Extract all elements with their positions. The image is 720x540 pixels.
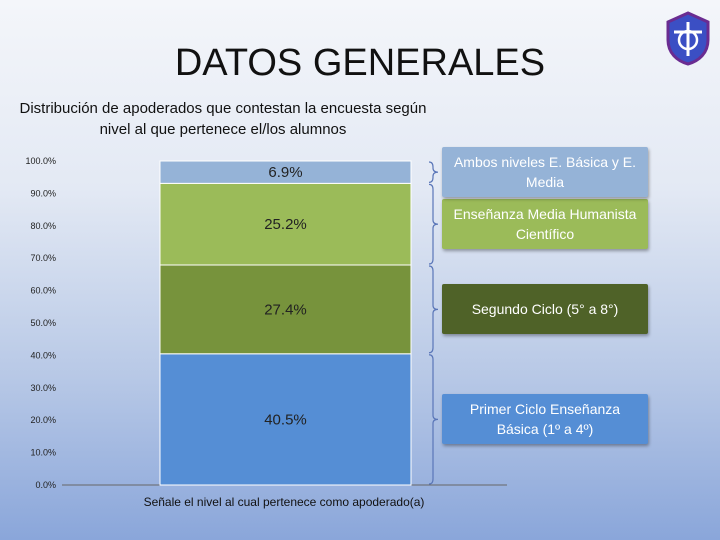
y-tick-label: 30.0% [30, 383, 56, 393]
bar-segment [159, 160, 412, 184]
bar-segment [159, 182, 412, 266]
legend-box: Ambos niveles E. Básica y E. Media [442, 147, 648, 198]
y-tick-label: 40.0% [30, 350, 56, 360]
segment-bracket [428, 183, 439, 265]
bar-data-label: 6.9% [268, 164, 302, 181]
y-tick-label: 50.0% [30, 318, 56, 328]
legend-box: Enseñanza Media Humanista Científico [442, 199, 648, 250]
legend-box: Primer Ciclo Enseñanza Básica (1º a 4º) [442, 394, 648, 445]
y-tick-label: 0.0% [35, 480, 56, 490]
y-tick-label: 90.0% [30, 188, 56, 198]
y-tick-label: 60.0% [30, 286, 56, 296]
segment-bracket [428, 265, 439, 354]
bar-data-label: 25.2% [264, 216, 307, 233]
bar-segment [159, 353, 412, 486]
logo-icon [666, 11, 710, 66]
y-tick-label: 70.0% [30, 253, 56, 263]
bar-data-label: 27.4% [264, 301, 307, 318]
bar-segment [159, 264, 412, 355]
chart-title: Distribución de apoderados que contestan… [19, 100, 427, 138]
y-tick-label: 20.0% [30, 415, 56, 425]
y-tick-label: 80.0% [30, 221, 56, 231]
y-tick-label: 10.0% [30, 448, 56, 458]
x-axis-label: Señale el nivel al cual pertenece como a… [144, 495, 425, 509]
bar-data-label: 40.5% [264, 411, 307, 428]
y-tick-label: 100.0% [25, 156, 56, 166]
page-title: DATOS GENERALES [174, 42, 546, 84]
segment-bracket [428, 161, 439, 183]
segment-bracket [428, 354, 439, 485]
legend-box: Segundo Ciclo (5° a 8°) [442, 284, 648, 335]
